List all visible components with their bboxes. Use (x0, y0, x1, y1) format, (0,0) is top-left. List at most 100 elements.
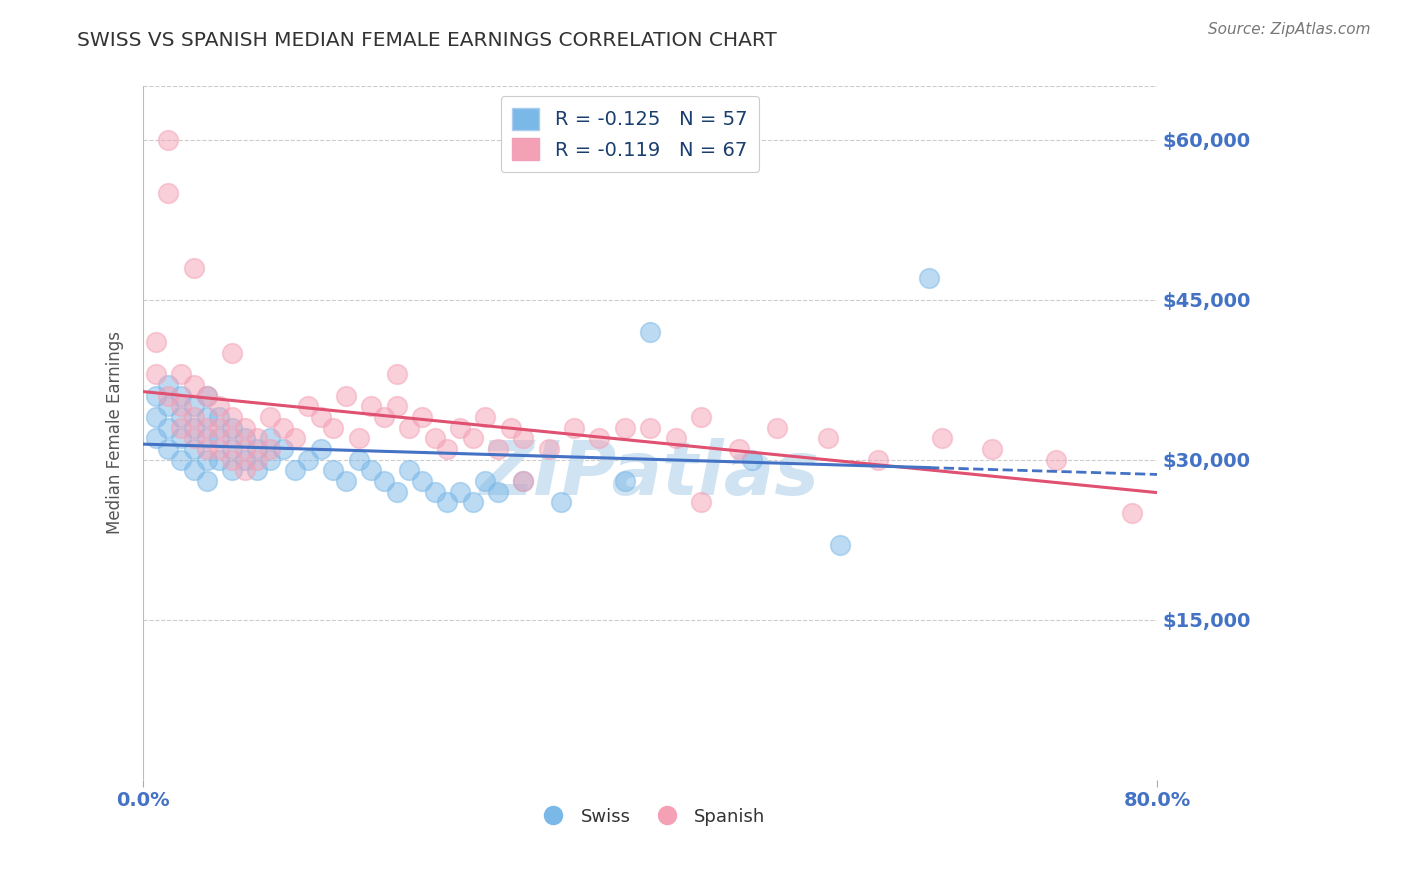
Point (259, 409, 281, 424)
Point (512, 474, 534, 488)
Point (145, 389, 167, 403)
Point (423, 431, 446, 445)
Point (157, 442, 180, 456)
Point (931, 431, 953, 445)
Point (195, 389, 218, 403)
Text: ZIPatlas: ZIPatlas (481, 438, 820, 511)
Point (183, 420, 205, 434)
Point (221, 346, 243, 360)
Point (195, 389, 218, 403)
Point (297, 452, 319, 467)
Point (613, 420, 636, 434)
Point (322, 463, 344, 477)
Point (157, 133, 180, 147)
Point (461, 495, 484, 509)
Point (183, 378, 205, 392)
Point (664, 431, 686, 445)
Point (183, 431, 205, 445)
Point (689, 409, 711, 424)
Point (170, 389, 193, 403)
Point (157, 400, 180, 414)
Point (830, 538, 852, 552)
Point (246, 463, 269, 477)
Point (145, 335, 167, 350)
Point (385, 400, 408, 414)
Point (170, 431, 193, 445)
Point (436, 442, 458, 456)
Point (461, 431, 484, 445)
Point (347, 452, 370, 467)
Point (208, 431, 231, 445)
Point (145, 368, 167, 382)
Point (195, 431, 218, 445)
Point (221, 431, 243, 445)
Point (474, 409, 496, 424)
Point (297, 400, 319, 414)
Point (766, 420, 789, 434)
Point (145, 431, 167, 445)
Point (208, 452, 231, 467)
Point (486, 442, 509, 456)
Point (195, 420, 218, 434)
Point (208, 442, 231, 456)
Point (170, 409, 193, 424)
Point (170, 368, 193, 382)
Point (322, 420, 344, 434)
Point (233, 463, 256, 477)
Point (537, 442, 560, 456)
Point (562, 420, 585, 434)
Point (309, 442, 332, 456)
Point (398, 420, 420, 434)
Point (170, 420, 193, 434)
Point (588, 431, 610, 445)
Point (385, 368, 408, 382)
Point (195, 452, 218, 467)
Point (373, 474, 395, 488)
Point (145, 409, 167, 424)
Point (817, 431, 839, 445)
Point (284, 463, 307, 477)
Point (411, 409, 433, 424)
Point (449, 484, 471, 499)
Point (221, 409, 243, 424)
Point (360, 400, 382, 414)
Point (246, 431, 269, 445)
Point (170, 452, 193, 467)
Point (689, 495, 711, 509)
Point (335, 474, 357, 488)
Point (918, 271, 941, 285)
Point (868, 452, 890, 467)
Point (183, 442, 205, 456)
Point (309, 409, 332, 424)
Point (259, 452, 281, 467)
Point (157, 186, 180, 200)
Point (271, 420, 294, 434)
Point (208, 409, 231, 424)
Point (183, 260, 205, 275)
Point (981, 442, 1004, 456)
Point (474, 474, 496, 488)
Text: SWISS VS SPANISH MEDIAN FEMALE EARNINGS CORRELATION CHART: SWISS VS SPANISH MEDIAN FEMALE EARNINGS … (77, 31, 778, 50)
Point (499, 420, 522, 434)
Point (638, 420, 661, 434)
Point (170, 400, 193, 414)
Point (638, 325, 661, 339)
Point (208, 420, 231, 434)
Point (157, 420, 180, 434)
Point (347, 431, 370, 445)
Point (741, 452, 763, 467)
Point (157, 378, 180, 392)
Text: Source: ZipAtlas.com: Source: ZipAtlas.com (1208, 22, 1371, 37)
Point (259, 431, 281, 445)
Point (246, 442, 269, 456)
Point (221, 452, 243, 467)
Point (183, 409, 205, 424)
Point (436, 495, 458, 509)
Legend: Swiss, Spanish: Swiss, Spanish (529, 800, 772, 833)
Point (195, 409, 218, 424)
Point (373, 409, 395, 424)
Point (195, 474, 218, 488)
Point (246, 452, 269, 467)
Point (157, 389, 180, 403)
Point (208, 400, 231, 414)
